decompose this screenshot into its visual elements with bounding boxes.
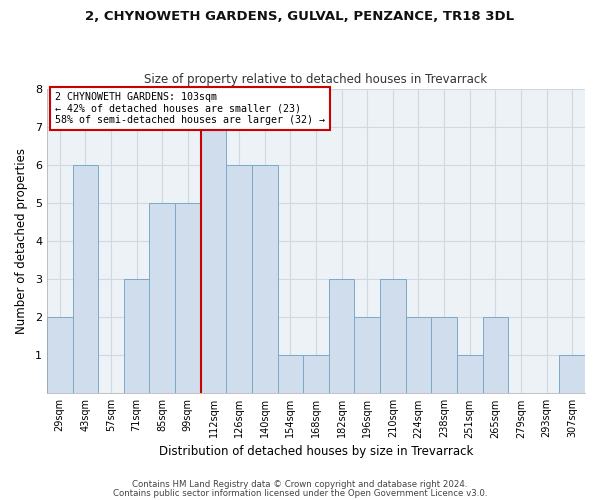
- Bar: [278, 355, 303, 394]
- Bar: [355, 317, 380, 394]
- Bar: [47, 317, 73, 394]
- Bar: [252, 164, 278, 394]
- Title: Size of property relative to detached houses in Trevarrack: Size of property relative to detached ho…: [145, 73, 488, 86]
- Bar: [457, 355, 482, 394]
- X-axis label: Distribution of detached houses by size in Trevarrack: Distribution of detached houses by size …: [159, 444, 473, 458]
- Bar: [149, 203, 175, 394]
- Text: 2, CHYNOWETH GARDENS, GULVAL, PENZANCE, TR18 3DL: 2, CHYNOWETH GARDENS, GULVAL, PENZANCE, …: [85, 10, 515, 23]
- Bar: [431, 317, 457, 394]
- Bar: [559, 355, 585, 394]
- Bar: [226, 164, 252, 394]
- Text: Contains public sector information licensed under the Open Government Licence v3: Contains public sector information licen…: [113, 488, 487, 498]
- Bar: [124, 279, 149, 394]
- Text: 2 CHYNOWETH GARDENS: 103sqm
← 42% of detached houses are smaller (23)
58% of sem: 2 CHYNOWETH GARDENS: 103sqm ← 42% of det…: [55, 92, 325, 125]
- Text: Contains HM Land Registry data © Crown copyright and database right 2024.: Contains HM Land Registry data © Crown c…: [132, 480, 468, 489]
- Bar: [175, 203, 200, 394]
- Bar: [73, 164, 98, 394]
- Bar: [406, 317, 431, 394]
- Y-axis label: Number of detached properties: Number of detached properties: [15, 148, 28, 334]
- Bar: [482, 317, 508, 394]
- Bar: [303, 355, 329, 394]
- Bar: [329, 279, 355, 394]
- Bar: [380, 279, 406, 394]
- Bar: [200, 126, 226, 394]
